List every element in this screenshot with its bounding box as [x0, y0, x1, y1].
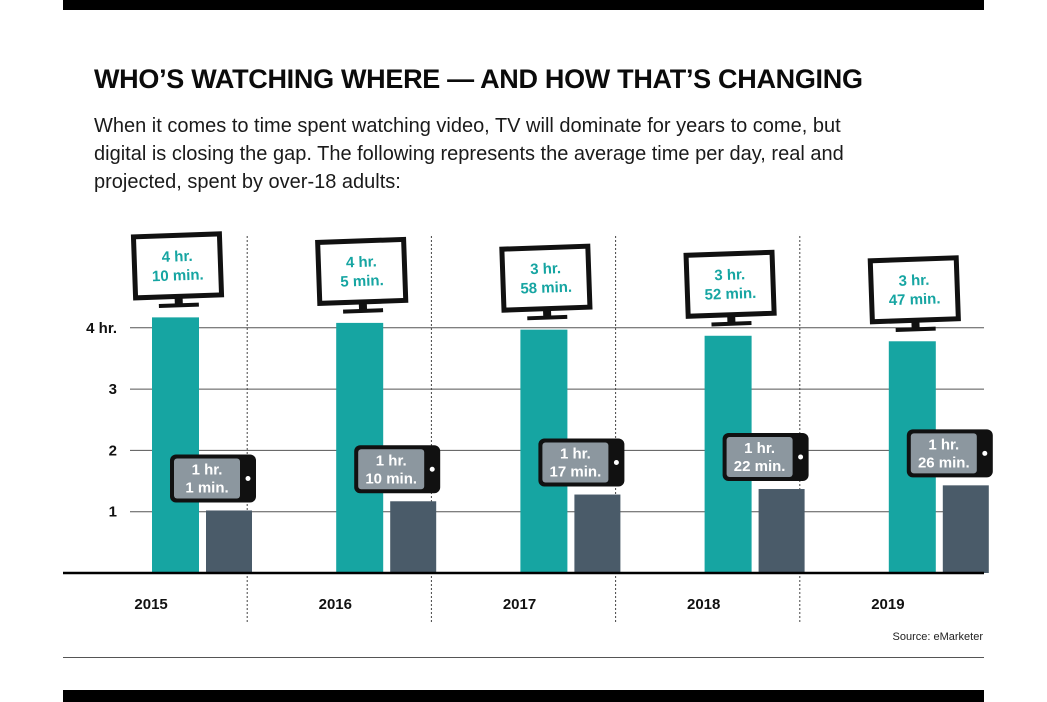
- tv-value-label: 47 min.: [889, 290, 941, 309]
- tv-screen: [683, 249, 777, 319]
- tv-value-label: 58 min.: [520, 279, 572, 298]
- digital-value-label: 1 hr.: [928, 436, 959, 453]
- tv-bar: [152, 317, 199, 573]
- digital-value-label: 1 hr.: [744, 440, 775, 457]
- digital-bar: [390, 501, 437, 573]
- digital-value-label: 26 min.: [918, 454, 970, 471]
- smartphone-icon: 1 hr.10 min.: [354, 445, 441, 494]
- x-tick-label: 2018: [687, 596, 720, 613]
- tv-screen: [867, 255, 961, 325]
- phone-screen: [174, 458, 240, 499]
- tv-stand-base: [343, 308, 384, 314]
- digital-value-label: 17 min.: [550, 464, 602, 481]
- tv-screen: [130, 231, 225, 301]
- digital-value-label: 10 min.: [365, 470, 417, 487]
- phone-screen: [910, 433, 977, 474]
- x-tick-label: 2016: [319, 596, 352, 613]
- tv-screen: [499, 243, 593, 313]
- tv-stand-base: [711, 321, 752, 327]
- tv-screen: [315, 236, 409, 306]
- phone-screen: [358, 449, 425, 490]
- digital-value-label: 22 min.: [734, 458, 786, 475]
- phone-home-button: [798, 454, 804, 460]
- tv-value-label: 5 min.: [340, 272, 384, 291]
- chart-subtitle: When it comes to time spent watching vid…: [94, 115, 844, 193]
- tv-stand-neck: [174, 298, 183, 305]
- tv-value-label: 3 hr.: [714, 266, 745, 284]
- x-tick-label: 2019: [871, 596, 904, 613]
- tv-icon: 4 hr.5 min.: [315, 236, 409, 314]
- smartphone-icon: 1 hr.1 min.: [170, 454, 256, 503]
- top-rule: [63, 0, 984, 10]
- tv-stand-neck: [543, 310, 552, 317]
- tv-stand-base: [527, 314, 568, 321]
- tv-stand-base: [158, 302, 199, 309]
- phone-home-button: [613, 460, 619, 466]
- tv-value-label: 3 hr.: [898, 272, 929, 290]
- tv-value-label: 4 hr.: [161, 248, 192, 266]
- digital-value-label: 1 hr.: [192, 461, 223, 478]
- bottom-rule: [63, 690, 984, 702]
- phone-screen: [542, 442, 609, 483]
- tv-icon: 4 hr.10 min.: [130, 231, 225, 309]
- smartphone-icon: 1 hr.22 min.: [722, 433, 809, 482]
- tv-stand-base: [895, 326, 936, 332]
- y-tick-label: 4 hr.: [86, 320, 117, 337]
- x-tick-label: 2017: [503, 596, 536, 613]
- chart-title: WHO’S WATCHING WHERE — AND HOW THAT’S CH…: [94, 64, 863, 94]
- digital-value-label: 1 hr.: [376, 452, 407, 469]
- y-tick-label: 3: [109, 381, 117, 398]
- x-tick-label: 2015: [134, 596, 167, 613]
- smartphone-icon: 1 hr.26 min.: [906, 429, 993, 478]
- digital-bar: [574, 494, 621, 573]
- y-tick-label: 2: [109, 442, 117, 459]
- digital-bar: [206, 510, 252, 573]
- source-note: Source: eMarketer: [892, 631, 983, 643]
- tv-stand-neck: [911, 322, 920, 329]
- digital-bar: [942, 485, 989, 573]
- digital-bar: [758, 489, 805, 573]
- y-tick-label: 1: [109, 504, 117, 521]
- bottom-thin-rule: [63, 657, 984, 658]
- tv-value-label: 4 hr.: [346, 253, 377, 271]
- tv-value-label: 3 hr.: [530, 260, 561, 278]
- digital-value-label: 1 min.: [185, 479, 228, 496]
- tv-value-label: 52 min.: [704, 285, 756, 304]
- tv-icon: 3 hr.47 min.: [867, 255, 961, 332]
- phone-home-button: [245, 475, 251, 481]
- tv-stand-neck: [358, 303, 368, 311]
- tv-icon: 3 hr.52 min.: [683, 249, 777, 327]
- phone-screen: [726, 437, 793, 478]
- tv-icon: 3 hr.58 min.: [499, 243, 593, 321]
- smartphone-icon: 1 hr.17 min.: [538, 438, 625, 487]
- phone-home-button: [982, 450, 988, 456]
- digital-value-label: 1 hr.: [560, 446, 591, 463]
- phone-home-button: [429, 466, 435, 472]
- tv-stand-neck: [727, 316, 736, 323]
- tv-value-label: 10 min.: [152, 266, 204, 285]
